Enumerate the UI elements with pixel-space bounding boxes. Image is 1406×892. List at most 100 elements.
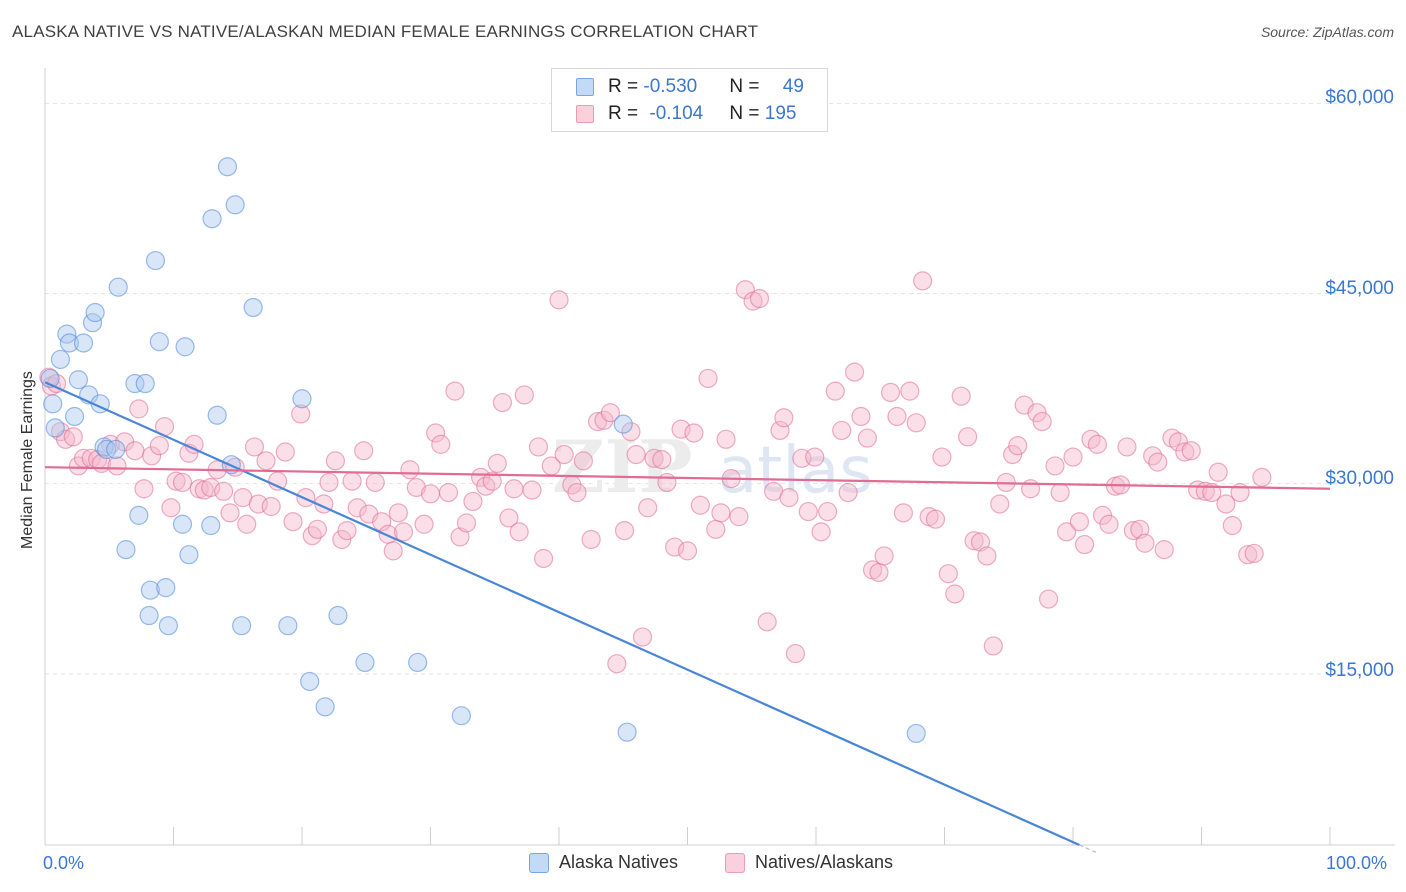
data-point <box>300 671 320 692</box>
data-point <box>533 548 554 569</box>
data-point <box>166 471 186 491</box>
bottom-legend-label: Alaska Natives <box>559 852 679 872</box>
data-point <box>261 496 281 517</box>
bottom-legend-swatch <box>529 852 549 873</box>
data-point <box>880 382 901 403</box>
data-point <box>337 520 357 541</box>
data-point <box>1045 456 1065 476</box>
data-point <box>420 484 441 504</box>
data-point <box>1074 534 1095 555</box>
x-min-label: 0.0% <box>43 853 85 873</box>
data-point <box>817 501 838 522</box>
data-point <box>325 451 346 471</box>
watermark-text: atlas <box>718 434 873 508</box>
data-point <box>393 522 414 542</box>
data-point <box>1056 522 1077 542</box>
data-point <box>1003 444 1023 465</box>
data-point <box>142 446 162 466</box>
data-point <box>156 578 176 598</box>
data-point <box>139 605 159 626</box>
data-point <box>735 280 755 300</box>
data-point <box>476 476 496 496</box>
data-point <box>237 514 257 534</box>
data-point <box>1032 411 1052 432</box>
data-point <box>716 429 736 449</box>
data-point <box>125 373 145 394</box>
data-point <box>677 541 698 561</box>
data-point <box>175 337 195 357</box>
data-point <box>244 437 265 457</box>
data-point <box>825 381 845 401</box>
data-point <box>851 406 871 427</box>
trend-line-extension <box>1079 844 1099 855</box>
grid-lines <box>45 102 1395 675</box>
data-point <box>135 373 155 394</box>
data-point <box>951 386 971 406</box>
data-point <box>129 505 149 525</box>
data-point <box>706 519 726 539</box>
watermark: ZIP atlas <box>552 424 873 509</box>
data-point <box>140 580 160 600</box>
data-point <box>134 479 154 499</box>
legend-n-label: N = <box>729 76 765 97</box>
data-point <box>900 381 920 401</box>
data-point <box>528 437 549 457</box>
data-point <box>774 408 794 428</box>
correlation-legend: R = -0.530 N = 49 R = -0.104 N = 195 <box>551 68 828 132</box>
data-point <box>68 370 89 390</box>
data-point <box>621 422 641 442</box>
data-point <box>283 512 303 532</box>
legend-r-value: -0.104 <box>649 103 704 124</box>
data-point <box>406 477 426 498</box>
bottom-legend-swatch <box>725 852 745 873</box>
data-point <box>354 441 374 461</box>
data-point <box>698 368 718 389</box>
data-point <box>332 529 352 550</box>
data-point <box>504 479 524 499</box>
data-point <box>757 612 777 632</box>
legend-n-value: 195 <box>764 103 797 124</box>
data-point <box>594 410 614 430</box>
data-point <box>1081 429 1101 449</box>
bottom-legend-natives-alaskans: Natives/Alaskans <box>725 852 893 873</box>
data-point <box>770 420 790 441</box>
data-point <box>913 271 933 291</box>
y-tick-label: $45,000 <box>1325 278 1394 299</box>
legend-swatch-natives-alaskans <box>576 105 594 123</box>
data-point <box>779 488 799 508</box>
data-point <box>207 405 227 425</box>
data-point <box>1135 533 1155 553</box>
legend-row-natives-alaskans: R = -0.104 N = 195 <box>576 102 796 126</box>
data-point <box>711 503 731 523</box>
data-point <box>232 616 252 636</box>
data-point <box>509 522 529 542</box>
data-point <box>638 498 658 518</box>
data-point <box>945 584 965 604</box>
data-point <box>125 441 145 461</box>
data-point <box>243 297 263 318</box>
bottom-legend-alaska-natives: Alaska Natives <box>529 852 678 873</box>
legend-r-label: R = <box>608 103 644 124</box>
data-point <box>964 531 984 551</box>
data-point <box>463 491 483 512</box>
data-point <box>499 508 519 528</box>
data-point <box>275 442 295 462</box>
series-natives-alaskans <box>39 271 1272 674</box>
data-point <box>514 385 534 405</box>
data-point <box>307 519 328 539</box>
legend-r-value: -0.530 <box>643 76 698 97</box>
data-point <box>887 406 907 427</box>
data-point <box>805 447 825 467</box>
data-point <box>50 349 71 370</box>
data-point <box>302 526 322 546</box>
data-point <box>684 423 704 443</box>
trend-line <box>44 466 1331 490</box>
data-point <box>990 494 1010 514</box>
data-point <box>970 532 991 552</box>
data-point <box>1244 543 1264 564</box>
data-point <box>1038 589 1059 609</box>
data-point <box>1238 545 1258 565</box>
data-point <box>874 546 894 566</box>
x-max-label: 100.0% <box>1326 853 1388 873</box>
data-point <box>116 540 136 560</box>
